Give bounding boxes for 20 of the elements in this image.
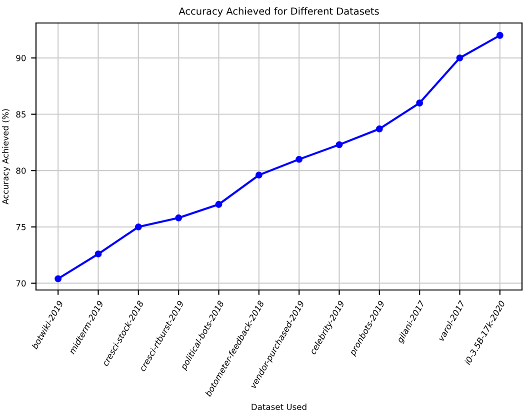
point bbox=[94, 250, 102, 258]
x-axis-title: Dataset Used bbox=[252, 404, 306, 410]
point bbox=[376, 125, 383, 132]
y-tick-label: 90 bbox=[16, 54, 26, 62]
chart-title: Accuracy Achieved for Different Datasets bbox=[178, 7, 379, 17]
point bbox=[255, 172, 262, 179]
point bbox=[215, 200, 222, 208]
y-tick-label: 70 bbox=[16, 280, 26, 287]
y-axis-title: Accuracy Achieved (%) bbox=[2, 109, 10, 204]
point bbox=[336, 141, 343, 148]
point bbox=[54, 275, 62, 282]
y-tick-label: 75 bbox=[16, 224, 26, 230]
point bbox=[496, 32, 504, 39]
y-tick-label: 85 bbox=[16, 111, 26, 118]
point bbox=[175, 214, 182, 222]
point bbox=[456, 54, 464, 62]
y-tick-label: 80 bbox=[16, 168, 26, 174]
point bbox=[296, 156, 303, 163]
point bbox=[416, 100, 424, 106]
point bbox=[134, 223, 142, 230]
